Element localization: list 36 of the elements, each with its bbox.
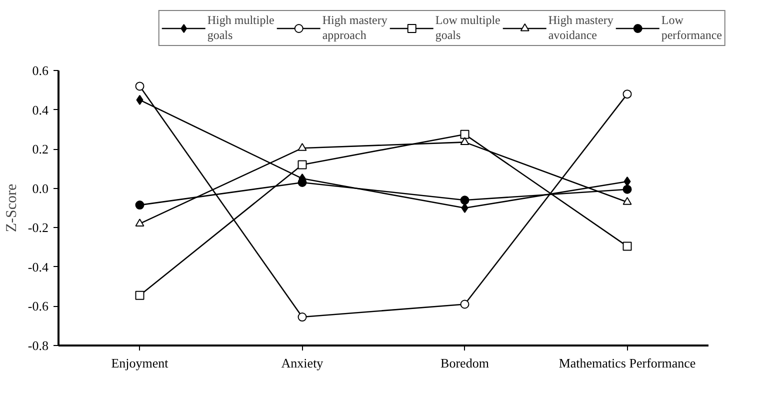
legend-label: Low multiple goals bbox=[435, 12, 500, 42]
point bbox=[460, 300, 470, 309]
y-tick-label: 0.4 bbox=[32, 102, 49, 118]
point bbox=[622, 90, 632, 99]
x-tick-label: Enjoyment bbox=[111, 356, 169, 370]
y-tick-label: -0.2 bbox=[28, 220, 49, 236]
point bbox=[461, 203, 468, 213]
y-tick-label: 0.0 bbox=[32, 180, 48, 196]
point bbox=[460, 130, 470, 139]
point bbox=[135, 200, 144, 210]
y-tick-label: 0.6 bbox=[32, 63, 49, 78]
x-tick-label: Mathematics Performance bbox=[558, 356, 696, 370]
y-tick-label: 0.2 bbox=[32, 142, 48, 157]
y-tick-label: -0.6 bbox=[28, 298, 49, 314]
point bbox=[622, 242, 632, 251]
x-tick-label: Anxiety bbox=[281, 356, 324, 370]
y-tick-label: -0.4 bbox=[28, 259, 49, 274]
point bbox=[622, 184, 632, 194]
legend-label: High mastery approach bbox=[322, 12, 388, 42]
point bbox=[622, 196, 632, 205]
legend-label: Low performance bbox=[661, 12, 722, 42]
point bbox=[135, 82, 144, 91]
point bbox=[298, 160, 307, 170]
point bbox=[460, 137, 470, 146]
point bbox=[135, 290, 144, 300]
point bbox=[135, 218, 144, 227]
point bbox=[298, 312, 307, 322]
x-tick-label: Boredom bbox=[440, 356, 489, 370]
point bbox=[624, 176, 631, 186]
point bbox=[460, 196, 470, 205]
y-tick-label: -0.8 bbox=[28, 338, 49, 353]
legend-label: High multiple goals bbox=[207, 12, 274, 42]
legend-label: High mastery avoidance bbox=[548, 12, 614, 42]
point bbox=[298, 142, 307, 151]
y-axis-title: Z-Score bbox=[4, 184, 20, 232]
point bbox=[136, 94, 144, 105]
